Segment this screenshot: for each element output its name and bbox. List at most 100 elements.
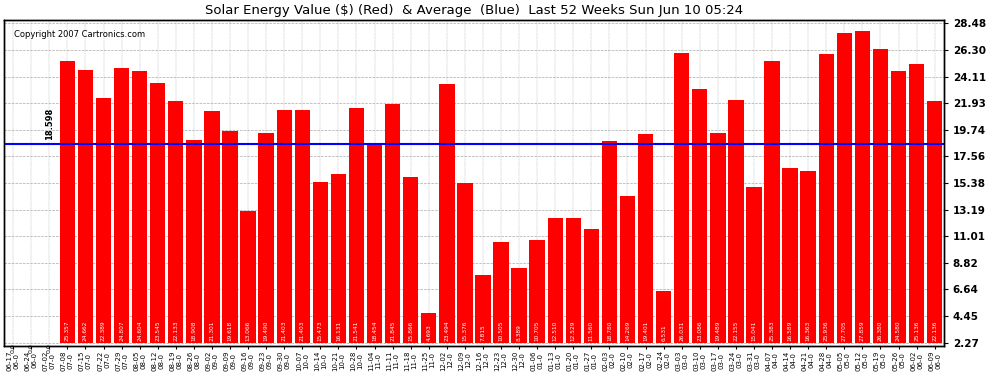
Text: 16.589: 16.589 — [788, 320, 793, 340]
Bar — [801, 171, 816, 342]
Text: 18.598: 18.598 — [45, 108, 53, 140]
Text: 15.473: 15.473 — [318, 320, 323, 340]
Bar — [512, 268, 527, 342]
Bar — [457, 183, 472, 342]
Bar — [204, 111, 220, 342]
Bar — [746, 187, 761, 342]
Bar — [837, 33, 852, 342]
Title: Solar Energy Value ($) (Red)  & Average  (Blue)  Last 52 Weeks Sun Jun 10 05:24: Solar Energy Value ($) (Red) & Average (… — [205, 4, 742, 17]
Text: 16.363: 16.363 — [806, 320, 811, 340]
Bar — [223, 131, 238, 342]
Bar — [385, 104, 400, 342]
Bar — [692, 89, 708, 342]
Bar — [674, 53, 689, 342]
Text: 22.133: 22.133 — [173, 320, 178, 340]
Text: 15.041: 15.041 — [751, 320, 756, 340]
Text: 0.0: 0.0 — [11, 343, 16, 353]
Text: 10.705: 10.705 — [535, 320, 540, 340]
Bar — [909, 64, 925, 342]
Text: 8.389: 8.389 — [517, 324, 522, 340]
Bar — [59, 62, 75, 342]
Text: 25.383: 25.383 — [769, 320, 774, 340]
Text: 12.510: 12.510 — [552, 320, 557, 340]
Bar — [150, 84, 165, 342]
Bar — [819, 54, 834, 342]
Text: 10.505: 10.505 — [499, 320, 504, 340]
Bar — [565, 217, 581, 342]
Text: Copyright 2007 Cartronics.com: Copyright 2007 Cartronics.com — [14, 30, 145, 39]
Text: 18.908: 18.908 — [191, 320, 196, 340]
Bar — [927, 100, 942, 342]
Bar — [168, 100, 183, 342]
Bar — [331, 174, 346, 342]
Text: 19.401: 19.401 — [644, 320, 648, 340]
Bar — [78, 70, 93, 342]
Text: 23.545: 23.545 — [155, 320, 160, 340]
Bar — [421, 313, 437, 342]
Bar — [367, 146, 382, 342]
Bar — [132, 70, 148, 342]
Text: 14.269: 14.269 — [625, 320, 630, 340]
Bar — [891, 71, 906, 342]
Text: 23.494: 23.494 — [445, 320, 449, 340]
Bar — [656, 291, 671, 342]
Text: 24.580: 24.580 — [896, 320, 901, 340]
Text: 27.859: 27.859 — [860, 320, 865, 340]
Text: 25.936: 25.936 — [824, 320, 829, 340]
Text: 21.845: 21.845 — [390, 320, 395, 340]
Text: 22.389: 22.389 — [101, 320, 106, 340]
Bar — [729, 100, 743, 342]
Text: 12.529: 12.529 — [571, 320, 576, 340]
Bar — [493, 242, 509, 342]
Bar — [710, 133, 726, 342]
Text: 18.454: 18.454 — [372, 320, 377, 340]
Bar — [348, 108, 364, 342]
Text: 27.705: 27.705 — [842, 320, 846, 340]
Text: 0.0: 0.0 — [47, 343, 51, 353]
Bar — [114, 68, 130, 342]
Text: 25.136: 25.136 — [914, 320, 919, 340]
Text: 21.301: 21.301 — [210, 320, 215, 340]
Bar — [186, 140, 202, 342]
Text: 23.086: 23.086 — [697, 320, 702, 340]
Text: 26.031: 26.031 — [679, 320, 684, 340]
Text: 26.380: 26.380 — [878, 320, 883, 340]
Bar — [241, 211, 255, 342]
Text: 21.541: 21.541 — [354, 320, 359, 340]
Text: 13.066: 13.066 — [246, 320, 250, 340]
Text: 21.403: 21.403 — [300, 320, 305, 340]
Bar — [602, 141, 617, 342]
Text: 7.815: 7.815 — [480, 324, 485, 340]
Bar — [276, 110, 292, 342]
Text: 6.531: 6.531 — [661, 324, 666, 340]
Bar — [440, 84, 454, 342]
Text: 24.662: 24.662 — [83, 320, 88, 340]
Bar — [530, 240, 544, 342]
Bar — [295, 110, 310, 342]
Text: 21.403: 21.403 — [282, 320, 287, 340]
Bar — [475, 275, 491, 342]
Bar — [547, 218, 563, 342]
Bar — [873, 49, 888, 342]
Text: 19.618: 19.618 — [228, 320, 233, 340]
Bar — [313, 182, 328, 342]
Text: 19.489: 19.489 — [716, 320, 721, 340]
Text: 16.131: 16.131 — [336, 321, 341, 340]
Text: 15.866: 15.866 — [408, 320, 413, 340]
Text: 24.604: 24.604 — [138, 320, 143, 340]
Text: 22.136: 22.136 — [933, 320, 938, 340]
Text: 15.376: 15.376 — [462, 320, 467, 340]
Bar — [258, 133, 274, 342]
Bar — [584, 230, 599, 342]
Text: 0.0: 0.0 — [29, 343, 34, 353]
Bar — [620, 196, 636, 342]
Text: 25.357: 25.357 — [65, 320, 70, 340]
Text: 24.807: 24.807 — [119, 320, 124, 340]
Bar — [96, 98, 111, 342]
Text: 19.490: 19.490 — [263, 320, 268, 340]
Bar — [638, 134, 653, 342]
Bar — [782, 168, 798, 342]
Text: 11.560: 11.560 — [589, 320, 594, 340]
Text: 22.155: 22.155 — [734, 320, 739, 340]
Text: 18.780: 18.780 — [607, 320, 612, 340]
